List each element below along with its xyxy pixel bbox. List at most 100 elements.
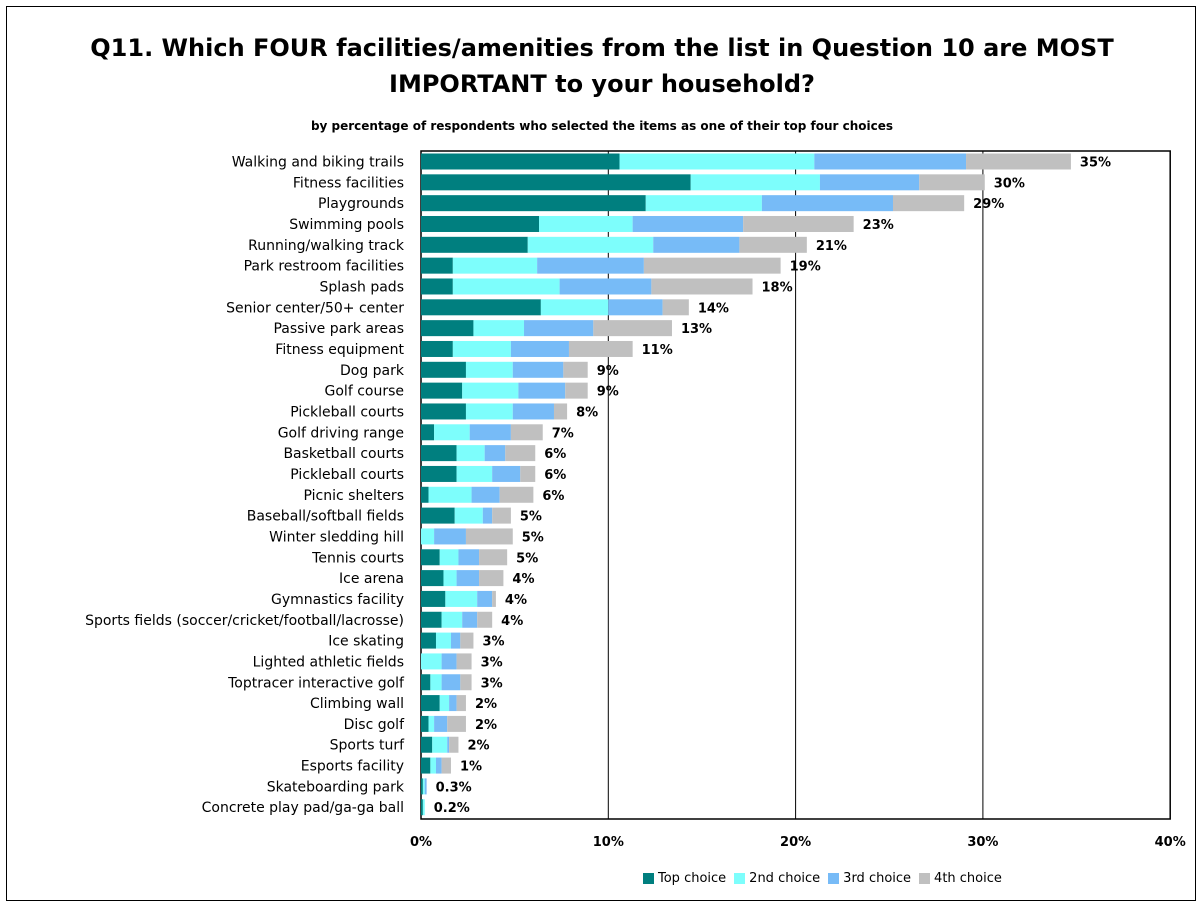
bar-top-choice <box>421 340 453 357</box>
category-label: Golf course <box>325 384 404 400</box>
bar-top-choice <box>421 278 453 295</box>
bar-3rd-choice <box>814 153 967 170</box>
bar-2nd-choice <box>443 570 457 587</box>
category-label: Park restroom facilities <box>244 259 404 275</box>
bar-3rd-choice <box>761 195 893 212</box>
bar-3rd-choice <box>471 486 500 503</box>
data-label: 13% <box>681 322 712 337</box>
bar-2nd-choice <box>435 632 451 649</box>
data-label: 3% <box>481 676 503 691</box>
bar-2nd-choice <box>439 695 450 712</box>
bar-4th-choice <box>447 715 466 732</box>
chart-subtitle: by percentage of respondents who selecte… <box>310 119 894 133</box>
bar-top-choice <box>421 507 455 524</box>
category-label: Golf driving range <box>278 425 404 441</box>
bar-4th-choice <box>553 403 568 420</box>
legend-label-3rd-choice: 3rd choice <box>843 870 912 886</box>
bar-top-choice <box>421 715 429 732</box>
bar-3rd-choice <box>524 320 594 337</box>
bar-top-choice <box>421 590 446 607</box>
bar-3rd-choice <box>632 215 744 232</box>
category-label: Pickleball courts <box>290 404 404 420</box>
category-label: Disc golf <box>344 717 405 733</box>
bar-3rd-choice <box>450 632 461 649</box>
bar-3rd-choice <box>608 299 663 316</box>
bar-3rd-choice <box>449 695 457 712</box>
bar-2nd-choice <box>645 195 762 212</box>
bar-2nd-choice <box>445 590 478 607</box>
category-label: Running/walking track <box>248 238 405 254</box>
category-label: Walking and biking trails <box>232 155 404 171</box>
data-label: 4% <box>512 572 534 587</box>
category-label: Lighted athletic fields <box>253 654 404 670</box>
legend-label-2nd-choice: 2nd choice <box>749 870 821 886</box>
bar-4th-choice <box>477 611 493 628</box>
bar-3rd-choice <box>434 715 448 732</box>
bar-3rd-choice <box>434 528 466 545</box>
category-label: Dog park <box>340 363 405 379</box>
category-label: Esports facility <box>301 759 404 775</box>
bar-4th-choice <box>465 528 513 545</box>
bar-4th-choice <box>441 757 451 774</box>
category-label: Baseball/softball fields <box>247 509 404 525</box>
category-label: Pickleball courts <box>290 467 404 483</box>
bar-4th-choice <box>456 695 466 712</box>
data-label: 3% <box>482 635 504 650</box>
category-label: Toptracer interactive golf <box>227 675 405 691</box>
data-label: 6% <box>544 447 566 462</box>
chart-legend: Top choice 2nd choice 3rd choice 4th cho… <box>643 868 1010 888</box>
bar-3rd-choice <box>653 236 740 253</box>
data-label: 35% <box>1080 156 1111 171</box>
category-label: Swimming pools <box>289 217 404 233</box>
data-label: 4% <box>501 614 523 629</box>
bar-2nd-choice <box>421 653 442 670</box>
bar-3rd-choice <box>456 570 480 587</box>
bar-2nd-choice <box>452 257 538 274</box>
x-tick-label: 20% <box>780 835 811 850</box>
legend-swatch-2nd-choice <box>734 872 746 884</box>
bar-top-choice <box>421 403 466 420</box>
bar-4th-choice <box>892 195 965 212</box>
category-label: Sports fields (soccer/cricket/football/l… <box>85 613 404 629</box>
bar-4th-choice <box>499 486 534 503</box>
bar-4th-choice <box>460 632 474 649</box>
category-label: Ice arena <box>339 571 404 587</box>
x-tick-label: 40% <box>1155 835 1186 850</box>
bar-top-choice <box>421 361 466 378</box>
bar-4th-choice <box>492 590 496 607</box>
category-label: Concrete play pad/ga-ga ball <box>202 800 404 816</box>
data-label: 21% <box>816 239 847 254</box>
category-label: Picnic shelters <box>304 488 404 504</box>
bar-2nd-choice <box>430 674 442 691</box>
bar-3rd-choice <box>819 174 920 191</box>
bar-2nd-choice <box>430 757 436 774</box>
bar-top-choice <box>421 570 444 587</box>
legend-item-3rd-choice: 3rd choice <box>828 871 911 886</box>
bar-4th-choice <box>651 278 753 295</box>
bar-2nd-choice <box>421 528 435 545</box>
bar-4th-choice <box>456 653 472 670</box>
bar-2nd-choice <box>422 799 425 816</box>
bar-4th-choice <box>565 382 588 399</box>
bar-4th-choice <box>568 340 633 357</box>
data-label: 6% <box>544 468 566 483</box>
data-label: 9% <box>597 364 619 379</box>
chart-title-line-2: IMPORTANT to your household? <box>389 70 815 98</box>
bar-2nd-choice <box>527 236 654 253</box>
category-label: Gymnastics facility <box>271 592 404 608</box>
bar-4th-choice <box>479 570 504 587</box>
bar-4th-choice <box>919 174 985 191</box>
bar-4th-choice <box>643 257 781 274</box>
chart-title-line-1: Q11. Which FOUR facilities/amenities fro… <box>90 34 1114 62</box>
data-label: 23% <box>863 218 894 233</box>
bar-2nd-choice <box>422 778 425 795</box>
bar-3rd-choice <box>482 507 493 524</box>
data-label: 5% <box>522 530 544 545</box>
bar-2nd-choice <box>432 736 448 753</box>
bar-top-choice <box>421 445 457 462</box>
data-label: 9% <box>597 385 619 400</box>
category-label: Passive park areas <box>273 321 404 337</box>
category-label: Playgrounds <box>318 196 404 212</box>
bar-2nd-choice <box>473 320 525 337</box>
